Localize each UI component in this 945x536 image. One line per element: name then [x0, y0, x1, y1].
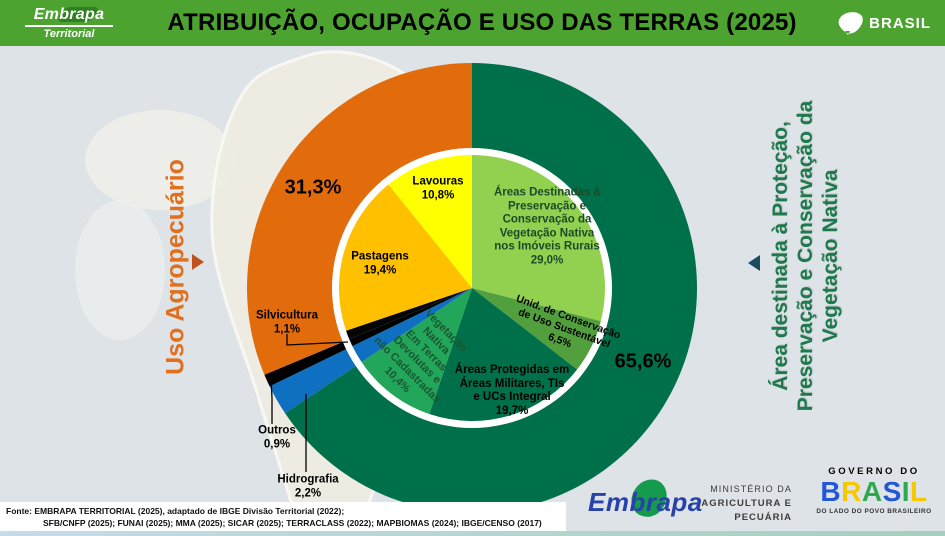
inner-slice-protegidas — [429, 288, 578, 421]
logo-divider — [25, 25, 113, 27]
cloud-patch — [75, 200, 165, 340]
governo-do-brasil-logo: GOVERNO DO BRASIL DO LADO DO POVO BRASIL… — [812, 466, 936, 515]
page-title: ATRIBUIÇÃO, OCUPAÇÃO E USO DAS TERRAS (2… — [167, 9, 797, 36]
cloud-patch — [85, 110, 235, 210]
brazil-map-icon — [838, 12, 863, 35]
ministerio-agricultura-logo: MINISTÉRIO DA AGRICULTURA E PECUÁRIA — [676, 483, 792, 525]
header-bar: Embrapa Territorial ATRIBUIÇÃO, OCUPAÇÃO… — [0, 0, 945, 46]
slice-label-pastagens: Pastagens 19,4% — [351, 250, 409, 276]
agro-total-percentage: 31,3% — [284, 176, 342, 199]
inner-slice-vegetacao-devolutas — [361, 288, 472, 414]
embrapa-territorial-logo: Embrapa Territorial — [0, 6, 128, 40]
brasil-letter: R — [841, 476, 862, 507]
inner-slice-hidrografia — [352, 288, 472, 363]
orange-arrow-icon — [192, 254, 204, 270]
slice-label-outros: Outros 0,9% — [258, 424, 296, 450]
embrapa-logo-wordmark: Embrapa — [33, 6, 105, 23]
brasil-brand-label: BRASIL — [869, 14, 931, 32]
bottom-strip — [0, 531, 945, 536]
inner-slice-lavouras — [388, 155, 472, 288]
inner-slice-pastagens — [339, 184, 472, 331]
source-line-1: Fonte: EMBRAPA TERRITORIAL (2025), adapt… — [6, 506, 345, 516]
slice-label-areas-destinadas: Áreas Destinadas à Preservação e Conserv… — [493, 186, 601, 267]
ministerio-line-2: AGRICULTURA E — [701, 497, 792, 509]
inner-pie — [339, 155, 605, 421]
left-axis-label-uso-agropecuario: Uso Agropecuário — [161, 159, 190, 375]
brasil-letter: A — [861, 476, 883, 507]
brasil-letter: I — [901, 476, 911, 507]
protection-total-percentage: 65,6% — [614, 350, 672, 373]
brasil-wordmark: BRASIL — [812, 477, 936, 506]
brasil-letter: B — [820, 476, 842, 507]
slice-label-lavouras: Lavouras 10,8% — [412, 175, 464, 201]
inner-slice-outros — [349, 288, 472, 347]
inner-slice-destinadas — [472, 155, 605, 322]
embrapa-footer-logo: Embrapa — [588, 475, 703, 521]
governo-slogan: DO LADO DO POVO BRASILEIRO — [816, 508, 932, 516]
teal-arrow-icon — [748, 255, 760, 271]
slice-label-hidrografia: Hidrografia 2,2% — [277, 473, 339, 499]
ministerio-line-3: PECUÁRIA — [734, 511, 792, 523]
slice-label-silvicultura: Silvicultura 1,1% — [256, 309, 318, 335]
right-axis-label-area-protecao: Área destinada à Proteção, Preservação e… — [769, 100, 843, 412]
source-line-2: SFB/CNFP (2025); FUNAI (2025); MMA (2025… — [43, 518, 542, 529]
brasil-brand: BRASIL — [836, 10, 945, 36]
source-citation-box: Fonte: EMBRAPA TERRITORIAL (2025), adapt… — [0, 502, 566, 531]
brasil-letter: S — [882, 476, 902, 507]
territorial-label: Territorial — [43, 28, 95, 40]
brasil-letter: L — [910, 476, 928, 507]
silvicultura-leader-line — [286, 334, 349, 346]
ministerio-line-1: MINISTÉRIO DA — [710, 484, 792, 494]
embrapa-footer-wordmark: Embrapa — [588, 487, 703, 517]
governo-do-label: GOVERNO DO — [828, 466, 920, 477]
outros-leader-line — [270, 377, 273, 424]
slice-label-areas-protegidas: Áreas Protegidas em Áreas Militares, TIs… — [454, 363, 570, 417]
embrapa-logo-text: Embrapa — [34, 6, 105, 24]
inner-slice-silvicultura — [346, 288, 472, 340]
inner-slice-unidades — [472, 288, 601, 370]
